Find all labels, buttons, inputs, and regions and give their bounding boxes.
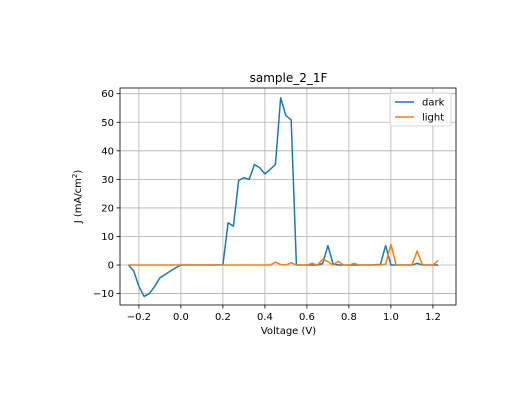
series-lines bbox=[127, 96, 439, 298]
y-axis-label-main: J (mA/cm bbox=[73, 178, 84, 224]
x-tick-label: 0.8 bbox=[341, 312, 357, 323]
y-axis-label: J (mA/cm2) bbox=[71, 170, 84, 225]
x-axis-ticks: −0.2 0.0 0.2 0.4 0.6 0.8 1.0 1.2 bbox=[127, 305, 441, 323]
y-tick-label: 20 bbox=[101, 203, 114, 214]
plot-frame bbox=[119, 87, 457, 306]
y-tick-label: 10 bbox=[101, 232, 114, 243]
chart-title: sample_2_1F bbox=[250, 71, 328, 85]
y-tick-label: 30 bbox=[101, 175, 114, 186]
y-tick-label: 40 bbox=[101, 146, 114, 157]
x-tick-label: 1.0 bbox=[383, 312, 399, 323]
legend-label-dark: dark bbox=[422, 98, 445, 109]
x-axis-label: Voltage (V) bbox=[261, 326, 316, 337]
x-tick-label: −0.2 bbox=[127, 312, 151, 323]
y-axis-label-close: ) bbox=[73, 170, 84, 174]
y-axis-ticks: −10 0 10 20 30 40 50 60 bbox=[93, 89, 120, 300]
y-tick-label: 50 bbox=[101, 118, 114, 129]
legend-label-light: light bbox=[422, 113, 444, 124]
x-tick-label: 0.2 bbox=[215, 312, 231, 323]
x-tick-label: 0.4 bbox=[257, 312, 273, 323]
x-tick-label: 1.2 bbox=[425, 312, 441, 323]
legend: dark light bbox=[389, 92, 452, 127]
y-axis-label-superscript: 2 bbox=[71, 174, 79, 178]
y-tick-label: −10 bbox=[93, 289, 114, 300]
y-tick-label: 60 bbox=[101, 89, 114, 100]
y-tick-label: 0 bbox=[108, 261, 114, 272]
x-tick-label: 0.0 bbox=[173, 312, 189, 323]
series-line-light bbox=[128, 243, 439, 266]
x-tick-label: 0.6 bbox=[299, 312, 315, 323]
series-line-dark bbox=[127, 96, 439, 298]
